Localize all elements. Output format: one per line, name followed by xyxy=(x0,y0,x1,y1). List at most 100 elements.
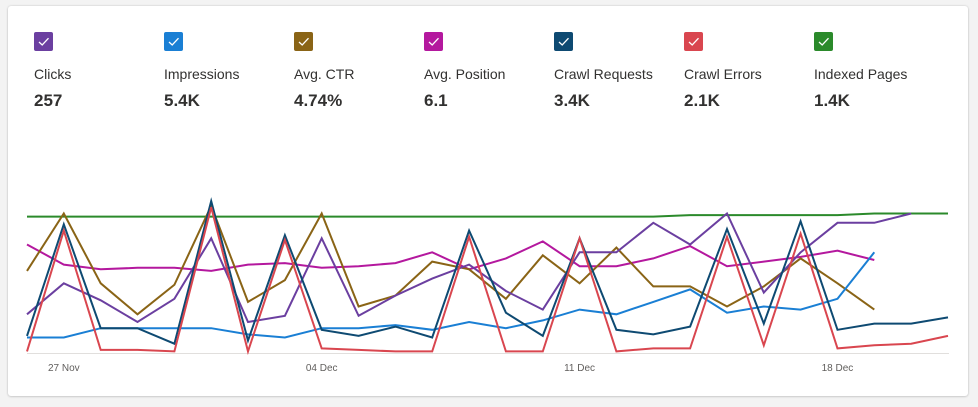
metric-checkbox-clicks[interactable] xyxy=(34,32,53,51)
data-point[interactable] xyxy=(835,248,841,254)
data-point[interactable] xyxy=(687,286,693,292)
data-point[interactable] xyxy=(356,347,362,353)
data-point[interactable] xyxy=(835,327,841,333)
data-point[interactable] xyxy=(540,348,546,354)
data-point[interactable] xyxy=(24,348,30,354)
data-point[interactable] xyxy=(908,321,914,327)
data-point[interactable] xyxy=(613,348,619,354)
data-point[interactable] xyxy=(24,242,30,248)
data-point[interactable] xyxy=(798,218,804,224)
data-point[interactable] xyxy=(208,204,214,210)
data-point[interactable] xyxy=(98,266,104,272)
data-point[interactable] xyxy=(245,348,251,354)
data-point[interactable] xyxy=(98,280,104,286)
data-point[interactable] xyxy=(908,211,914,217)
data-point[interactable] xyxy=(392,293,398,299)
data-point[interactable] xyxy=(282,260,288,266)
data-point[interactable] xyxy=(503,325,509,331)
series-line-avg-ctr[interactable] xyxy=(26,203,875,316)
data-point[interactable] xyxy=(208,235,214,241)
series-line-avg-position[interactable] xyxy=(26,240,875,272)
data-point[interactable] xyxy=(613,263,619,269)
data-point[interactable] xyxy=(650,220,656,226)
data-point[interactable] xyxy=(319,345,325,351)
data-point[interactable] xyxy=(135,347,141,353)
data-point[interactable] xyxy=(540,238,546,244)
data-point[interactable] xyxy=(540,317,546,323)
data-point[interactable] xyxy=(577,263,583,269)
data-point[interactable] xyxy=(135,325,141,331)
data-point[interactable] xyxy=(466,234,472,240)
data-point[interactable] xyxy=(761,304,767,310)
data-point[interactable] xyxy=(356,304,362,310)
data-point[interactable] xyxy=(871,321,877,327)
data-point[interactable] xyxy=(945,211,951,217)
data-point[interactable] xyxy=(871,249,877,255)
data-point[interactable] xyxy=(356,333,362,339)
data-point[interactable] xyxy=(171,265,177,271)
data-point[interactable] xyxy=(208,198,214,204)
data-point[interactable] xyxy=(282,237,288,243)
data-point[interactable] xyxy=(466,319,472,325)
data-point[interactable] xyxy=(392,260,398,266)
data-point[interactable] xyxy=(319,235,325,241)
data-point[interactable] xyxy=(319,327,325,333)
metric-checkbox-avg-position[interactable] xyxy=(424,32,443,51)
data-point[interactable] xyxy=(429,335,435,341)
data-point[interactable] xyxy=(613,214,619,220)
data-point[interactable] xyxy=(171,348,177,354)
data-point[interactable] xyxy=(724,234,730,240)
data-point[interactable] xyxy=(835,345,841,351)
data-point[interactable] xyxy=(613,311,619,317)
data-point[interactable] xyxy=(466,214,472,220)
data-point[interactable] xyxy=(687,212,693,218)
data-point[interactable] xyxy=(540,307,546,313)
data-point[interactable] xyxy=(61,335,67,341)
data-point[interactable] xyxy=(761,342,767,348)
data-point[interactable] xyxy=(61,280,67,286)
data-point[interactable] xyxy=(613,327,619,333)
data-point[interactable] xyxy=(650,299,656,305)
data-point[interactable] xyxy=(61,211,67,217)
data-point[interactable] xyxy=(835,296,841,302)
series-line-impressions[interactable] xyxy=(27,251,876,339)
data-point[interactable] xyxy=(98,347,104,353)
data-point[interactable] xyxy=(171,296,177,302)
data-point[interactable] xyxy=(540,252,546,258)
data-point[interactable] xyxy=(245,319,251,325)
data-point[interactable] xyxy=(392,214,398,220)
data-point[interactable] xyxy=(835,280,841,286)
data-point[interactable] xyxy=(245,262,251,268)
data-point[interactable] xyxy=(429,276,435,282)
data-point[interactable] xyxy=(650,345,656,351)
data-point[interactable] xyxy=(135,265,141,271)
data-point[interactable] xyxy=(171,325,177,331)
data-point[interactable] xyxy=(429,259,435,265)
data-point[interactable] xyxy=(282,313,288,319)
data-point[interactable] xyxy=(24,311,30,317)
data-point[interactable] xyxy=(429,214,435,220)
data-point[interactable] xyxy=(282,277,288,283)
data-point[interactable] xyxy=(208,268,214,274)
data-point[interactable] xyxy=(761,212,767,218)
data-point[interactable] xyxy=(687,345,693,351)
data-point[interactable] xyxy=(650,255,656,261)
data-point[interactable] xyxy=(356,325,362,331)
data-point[interactable] xyxy=(577,235,583,241)
data-point[interactable] xyxy=(208,325,214,331)
data-point[interactable] xyxy=(724,211,730,217)
data-point[interactable] xyxy=(724,304,730,310)
data-point[interactable] xyxy=(61,228,67,234)
data-point[interactable] xyxy=(577,214,583,220)
data-point[interactable] xyxy=(761,290,767,296)
data-point[interactable] xyxy=(908,341,914,347)
data-point[interactable] xyxy=(356,263,362,269)
data-point[interactable] xyxy=(356,313,362,319)
data-point[interactable] xyxy=(135,319,141,325)
data-point[interactable] xyxy=(245,299,251,305)
data-point[interactable] xyxy=(319,265,325,271)
data-point[interactable] xyxy=(429,249,435,255)
data-point[interactable] xyxy=(282,335,288,341)
data-point[interactable] xyxy=(98,214,104,220)
data-point[interactable] xyxy=(24,214,30,220)
